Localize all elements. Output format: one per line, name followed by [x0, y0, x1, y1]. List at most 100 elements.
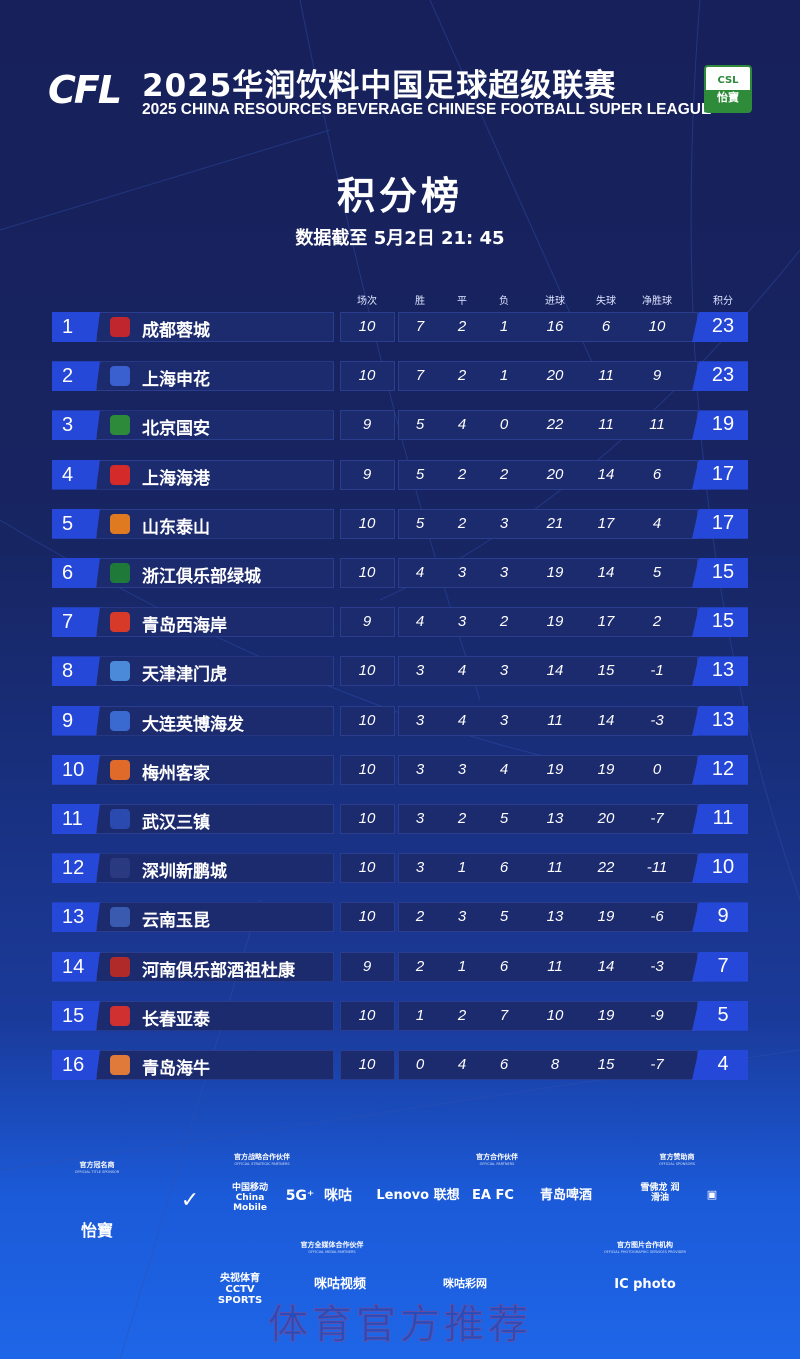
- sponsor-label-media: 官方全媒体合作伙伴 OFFICIAL MEDIA PARTNERS: [301, 1240, 364, 1254]
- sponsor-label-cn: 官方战略合作伙伴: [234, 1153, 290, 1161]
- team-name: 北京国安: [142, 419, 210, 440]
- stat-gf: 21: [546, 514, 564, 532]
- table-row[interactable]: 4 上海海港 9 5 2 2 20 14 6 17: [0, 459, 800, 490]
- rank: 10: [52, 754, 102, 785]
- stat-gd: 0: [652, 760, 662, 778]
- team-name: 深圳新鹏城: [142, 862, 227, 883]
- points-cell: [692, 951, 748, 982]
- sponsor-logo: ✓: [180, 1188, 200, 1213]
- rank: 14: [52, 951, 102, 982]
- table-row[interactable]: 9 大连英博海发 10 3 4 3 11 14 -3 13: [0, 705, 800, 736]
- team-cell: [96, 410, 334, 441]
- stat-gf: 20: [546, 367, 564, 385]
- sponsor-label-cn: 官方图片合作机构: [617, 1241, 673, 1249]
- points-cell: [692, 705, 748, 736]
- table-row[interactable]: 14 河南俱乐部酒祖杜康 9 2 1 6 11 14 -3 7: [0, 951, 800, 982]
- stat-l: 6: [499, 859, 509, 877]
- stat-p: 10: [358, 760, 376, 778]
- stat-l: 1: [499, 318, 509, 335]
- points-cell: [692, 902, 748, 933]
- stat-w: 4: [415, 613, 425, 631]
- points-cell: [692, 656, 748, 687]
- stat-gf: 19: [546, 564, 564, 581]
- team-name: 武汉三镇: [142, 813, 210, 833]
- table-row[interactable]: 16 青岛海牛 10 0 4 6 8 15 -7 4: [0, 1050, 800, 1080]
- stat-p: 9: [362, 957, 372, 975]
- stat-gd: 4: [652, 514, 662, 532]
- table-row[interactable]: 7 青岛西海岸 9 4 3 2 19 17 2 15: [0, 607, 800, 638]
- stat-w: 4: [415, 564, 425, 581]
- stat-l: 2: [499, 465, 509, 483]
- stat-p: 9: [362, 416, 372, 434]
- rank: 15: [52, 1000, 102, 1031]
- played-cell: [340, 459, 395, 490]
- table-row[interactable]: 15 长春亚泰 10 1 2 7 10 19 -9 5: [0, 1000, 800, 1031]
- stat-w: 2: [415, 908, 425, 926]
- table-row[interactable]: 13 云南玉昆 10 2 3 5 13 19 -6 9: [0, 902, 800, 933]
- points: 9: [717, 905, 729, 928]
- rank: 5: [52, 508, 102, 539]
- team-cell: [96, 607, 334, 638]
- stat-p: 10: [358, 564, 376, 581]
- stat-d: 2: [457, 810, 467, 827]
- stat-ga: 14: [597, 564, 615, 581]
- played-cell: [340, 508, 395, 539]
- stat-d: 3: [457, 564, 467, 581]
- stat-w: 3: [415, 810, 425, 827]
- sponsor-label-partners: 官方合作伙伴 OFFICIAL PARTNERS: [476, 1152, 518, 1166]
- team-name: 浙江俱乐部绿城: [142, 567, 261, 587]
- played-cell: [340, 312, 395, 342]
- stat-gf: 13: [546, 810, 564, 827]
- rank: 1: [52, 312, 102, 342]
- table-row[interactable]: 10 梅州客家 10 3 3 4 19 19 0 12: [0, 754, 800, 785]
- csl-badge-logo: CSL 怡寶: [704, 65, 752, 113]
- table-row[interactable]: 3 北京国安 9 5 4 0 22 11 11 19: [0, 410, 800, 441]
- team-cell: [96, 361, 334, 392]
- stat-p: 10: [358, 1006, 376, 1024]
- points-cell: [692, 508, 748, 539]
- watermark: 体育官方推荐: [268, 1302, 532, 1349]
- team-crest-icon: [110, 612, 130, 633]
- column-header: 场次: [357, 296, 377, 307]
- stat-w: 3: [415, 760, 425, 778]
- points: 12: [711, 757, 735, 780]
- stat-p: 10: [358, 514, 376, 532]
- team-crest-icon: [110, 956, 130, 977]
- stat-gd: 5: [652, 564, 662, 581]
- stat-p: 10: [358, 367, 376, 385]
- table-row[interactable]: 5 山东泰山 10 5 2 3 21 17 4 17: [0, 508, 800, 539]
- stat-l: 0: [499, 416, 509, 434]
- rank: 16: [52, 1050, 102, 1080]
- team-name: 长春亚泰: [142, 1009, 210, 1030]
- points: 23: [711, 364, 735, 387]
- points: 15: [711, 561, 735, 583]
- column-header: 积分: [713, 296, 733, 307]
- table-row[interactable]: 12 深圳新鹏城 10 3 1 6 11 22 -11 10: [0, 853, 800, 884]
- team-cell: [96, 951, 334, 982]
- stat-p: 10: [358, 662, 376, 680]
- stat-ga: 19: [597, 908, 615, 926]
- column-header: 进球: [545, 296, 565, 307]
- team-crest-icon: [110, 563, 130, 583]
- column-header: 净胜球: [642, 296, 672, 307]
- rank: 9: [52, 705, 102, 736]
- team-cell: [96, 804, 334, 834]
- stat-gf: 20: [546, 465, 564, 483]
- table-row[interactable]: 11 武汉三镇 10 3 2 5 13 20 -7 11: [0, 804, 800, 834]
- stat-ga: 14: [597, 957, 615, 975]
- stat-ga: 19: [597, 1006, 615, 1024]
- table-row[interactable]: 2 上海申花 10 7 2 1 20 11 9 23: [0, 361, 800, 392]
- sponsor-label-en: OFFICIAL MEDIA PARTNERS: [308, 1250, 356, 1254]
- stat-gd: 11: [649, 416, 665, 434]
- rank: 3: [52, 410, 102, 441]
- stat-p: 10: [358, 1056, 376, 1073]
- sponsor-logo: 咪咕彩网: [443, 1277, 487, 1290]
- table-row[interactable]: 1 成都蓉城 10 7 2 1 16 6 10 23: [0, 312, 800, 342]
- table-row[interactable]: 6 浙江俱乐部绿城 10 4 3 3 19 14 5 15: [0, 558, 800, 588]
- sponsor-label-strategic: 官方战略合作伙伴 OFFICIAL STRATEGIC PARTNERS: [234, 1152, 290, 1166]
- table-row[interactable]: 8 天津津门虎 10 3 4 3 14 15 -1 13: [0, 656, 800, 687]
- stat-gd: -3: [650, 711, 664, 729]
- stat-ga: 15: [597, 662, 615, 680]
- stats-cell: [398, 459, 698, 490]
- league-title-en: 2025 CHINA RESOURCES BEVERAGE CHINESE FO…: [142, 101, 712, 118]
